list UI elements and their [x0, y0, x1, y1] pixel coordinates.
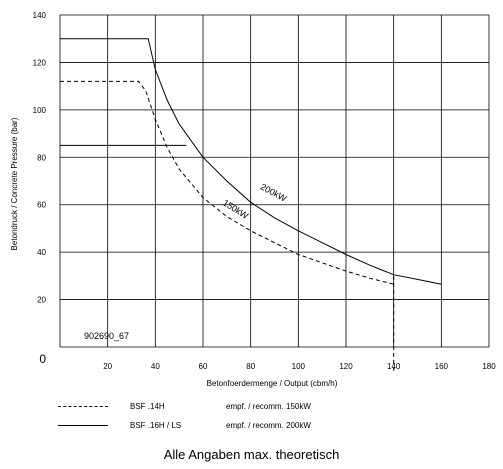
legend-solid-line-icon: [58, 424, 108, 426]
x-tick-label: 60: [199, 362, 208, 371]
x-tick-label: 120: [339, 362, 353, 371]
legend-item-bsf14h: BSF .14H empf. / recomm. 150kW: [58, 399, 311, 413]
series-line-bsf14h: [60, 80, 394, 285]
series-lines: [60, 38, 442, 371]
chart-annotation: 902690_67: [84, 331, 129, 341]
pressure-output-chart: 20 40 60 80 100 120 140 160 180 20 40 60 80 100 120 140…: [10, 11, 497, 388]
y-tick-label: 100: [33, 106, 47, 115]
y-axis-label: Betondruck / Concrete Pressure (bar): [10, 117, 19, 250]
legend-series-name: BSF .14H: [130, 401, 165, 411]
y-tick-label: 140: [33, 11, 47, 20]
series-line-bsf16h: [60, 38, 442, 285]
x-tick-label: 20: [103, 362, 112, 371]
legend-dashed-line-icon: [58, 405, 108, 407]
y-tick-label: 40: [37, 248, 46, 257]
x-tick-label: 40: [151, 362, 160, 371]
y-tick-label: 120: [33, 58, 47, 67]
x-tick-label: 100: [292, 362, 306, 371]
curve-label-150kw: 150kW: [221, 198, 250, 222]
legend-series-name: BSF .16H / LS: [130, 420, 182, 430]
y-tick-label: 80: [37, 153, 46, 162]
tick-labels: 20 40 60 80 100 120 140 160 180 20 40 60 80 100 120 140…: [33, 11, 497, 371]
x-tick-label: 80: [246, 362, 255, 371]
y-tick-label: 20: [37, 296, 46, 305]
x-tick-label: 140: [387, 362, 401, 371]
x-axis-label: Betonfoerdermenge / Output (cbm/h): [207, 379, 338, 388]
origin-label: 0: [39, 352, 46, 366]
chart-caption: Alle Angaben max. theoretisch: [163, 447, 340, 462]
grid: [59, 14, 490, 348]
y-tick-label: 60: [37, 201, 46, 210]
legend-item-bsf16h: BSF .16H / LS empf. / recomm. 200kW: [58, 418, 311, 432]
legend-series-desc: empf. / recomm. 200kW: [226, 420, 311, 430]
curve-label-200kw: 200kW: [259, 182, 289, 204]
x-tick-label: 180: [482, 362, 496, 371]
legend-series-desc: empf. / recomm. 150kW: [226, 401, 311, 411]
x-tick-label: 160: [435, 362, 449, 371]
